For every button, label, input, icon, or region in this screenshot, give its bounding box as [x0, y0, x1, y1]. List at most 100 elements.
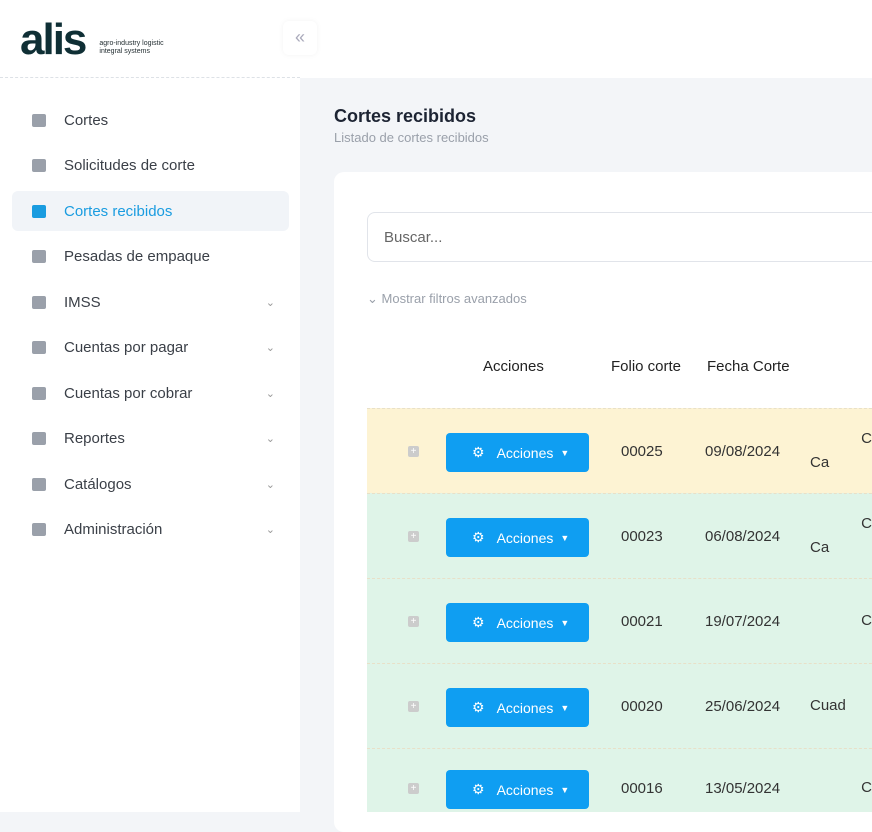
truncated-cell: Cuad [810, 694, 872, 718]
collapse-sidebar-button[interactable]: « [283, 21, 317, 55]
expand-row-button[interactable]: + [408, 531, 419, 542]
column-header-acciones[interactable]: Acciones [483, 358, 544, 375]
button-label: Acciones [496, 529, 554, 546]
table-row: + ⚙ Acciones ▼ 00023 06/08/2024 [367, 493, 872, 578]
gear-icon: ⚙ [472, 781, 485, 797]
file-edit-icon [32, 159, 46, 172]
fecha-cell: 19/07/2024 [705, 613, 781, 630]
table-row: + ⚙ Acciones ▼ 00020 25/06/2024 [367, 663, 872, 748]
acciones-dropdown-button[interactable]: ⚙ Acciones ▼ [446, 770, 589, 809]
button-label: Acciones [496, 444, 554, 461]
sidebar-item-cat-logos[interactable]: Catálogos ⌄ [12, 464, 289, 504]
caret-down-icon: ▼ [560, 532, 570, 543]
gear-icon: ⚙ [472, 699, 485, 715]
truncated-cell: C Ca [810, 427, 872, 475]
logo: alis agro-industry logistic integral syst… [20, 18, 164, 62]
folio-cell: 00025 [621, 443, 663, 460]
chevron-down-icon: ⌄ [367, 291, 382, 306]
cell-text-line: Ca [810, 454, 830, 471]
sidebar-item-pesadas-de-empaque[interactable]: Pesadas de empaque [12, 237, 289, 277]
fecha-cell: 06/08/2024 [705, 528, 781, 545]
acciones-dropdown-button[interactable]: ⚙ Acciones ▼ [446, 518, 589, 557]
expand-row-button[interactable]: + [408, 446, 419, 457]
sidebar-item-label: Catálogos [64, 475, 132, 493]
button-label: Acciones [496, 699, 554, 716]
logo-wordmark: alis [20, 15, 87, 64]
chevron-down-icon: ⌄ [265, 524, 275, 536]
column-header-fecha[interactable]: Fecha Corte [707, 358, 790, 375]
cell-text-line: Ca [810, 539, 830, 556]
hand-holding-icon [32, 295, 46, 309]
folio-cell: 00023 [621, 528, 663, 545]
sidebar-item-label: Cortes recibidos [64, 202, 173, 220]
chevron-down-icon: ⌄ [265, 296, 275, 309]
page-title: Cortes recibidos [334, 106, 477, 126]
truncated-cell: C Ca [810, 512, 872, 560]
table-row: + ⚙ Acciones ▼ 00016 13/05/2024 [367, 748, 872, 812]
sidebar-item-label: Cortes [64, 111, 109, 129]
sidebar-item-cuentas-por-cobrar[interactable]: Cuentas por cobrar ⌄ [12, 373, 289, 413]
sidebar-item-cuentas-por-pagar[interactable]: Cuentas por pagar ⌄ [12, 328, 289, 368]
search-input[interactable]: Buscar... [367, 212, 872, 262]
truck-loading-icon [32, 204, 46, 218]
sidebar: alis agro-industry logistic integral syst… [0, 0, 300, 812]
double-chevron-left-icon: « [294, 27, 305, 47]
clipboard-icon [32, 432, 46, 445]
expand-row-button[interactable]: + [408, 783, 419, 794]
caret-down-icon: ▼ [560, 702, 570, 713]
column-header-folio[interactable]: Folio corte [611, 358, 682, 375]
tagline-line: agro-industry logistic [99, 40, 164, 47]
sidebar-item-label: Pesadas de empaque [64, 248, 210, 265]
sidebar-item-imss[interactable]: IMSS ⌄ [12, 282, 289, 322]
logo-tagline: agro-industry logistic integral systems [99, 40, 163, 56]
file-invoice-icon [32, 386, 46, 400]
top-header [300, 0, 872, 78]
filters-label: Mostrar filtros avanzados [381, 291, 527, 306]
table-row: + ⚙ Acciones ▼ 00025 09/08/2024 [367, 408, 872, 493]
sidebar-item-label: Cuentas por cobrar [64, 384, 193, 402]
fecha-cell: 09/08/2024 [705, 443, 781, 460]
weight-icon [32, 250, 46, 263]
acciones-dropdown-button[interactable]: ⚙ Acciones ▼ [446, 688, 589, 727]
folio-cell: 00020 [621, 698, 663, 715]
gear-icon: ⚙ [472, 529, 485, 545]
chevron-down-icon: ⌄ [265, 433, 275, 445]
chevron-down-icon: ⌄ [265, 342, 275, 354]
button-label: Acciones [496, 614, 554, 631]
sidebar-item-label: Solicitudes de corte [64, 157, 195, 174]
expand-row-button[interactable]: + [408, 616, 419, 627]
fecha-cell: 25/06/2024 [705, 698, 781, 715]
cell-text-line: C [861, 430, 872, 447]
sidebar-item-solicitudes-de-corte[interactable]: Solicitudes de corte [12, 146, 289, 186]
cell-text-line: C [861, 515, 872, 532]
folio-cell: 00021 [621, 613, 663, 630]
gear-icon: ⚙ [472, 444, 485, 460]
sidebar-item-cortes-recibidos[interactable]: Cortes recibidos [12, 191, 289, 231]
caret-down-icon: ▼ [560, 447, 570, 458]
sidebar-item-reportes[interactable]: Reportes ⌄ [12, 419, 289, 459]
page-subtitle: Listado de cortes recibidos [334, 130, 489, 145]
cell-text-line: C [861, 779, 872, 796]
boxes-icon [32, 113, 46, 127]
sidebar-item-label: IMSS [64, 293, 101, 311]
advanced-filters-toggle[interactable]: ⌄ Mostrar filtros avanzados [367, 291, 527, 307]
expand-row-button[interactable]: + [408, 701, 419, 712]
caret-down-icon: ▼ [560, 784, 570, 795]
sidebar-item-label: Cuentas por pagar [64, 339, 189, 356]
acciones-dropdown-button[interactable]: ⚙ Acciones ▼ [446, 603, 589, 642]
acciones-dropdown-button[interactable]: ⚙ Acciones ▼ [446, 433, 589, 472]
tagline-line: integral systems [99, 48, 150, 55]
list-icon [32, 523, 46, 536]
folder-icon [32, 477, 46, 491]
search-placeholder: Buscar... [384, 228, 443, 246]
user-money-icon [32, 341, 46, 354]
sidebar-item-cortes[interactable]: Cortes [12, 100, 289, 140]
chevron-down-icon: ⌄ [265, 387, 275, 400]
sidebar-item-administraci-n[interactable]: Administración ⌄ [12, 510, 289, 550]
sidebar-nav: Cortes Solicitudes de corte Cortes recibid… [12, 100, 289, 555]
sidebar-item-label: Reportes [64, 430, 125, 447]
cell-text-line: Cuad [810, 697, 846, 714]
gear-icon: ⚙ [472, 614, 485, 630]
chevron-down-icon: ⌄ [265, 478, 275, 491]
button-label: Acciones [496, 781, 554, 798]
